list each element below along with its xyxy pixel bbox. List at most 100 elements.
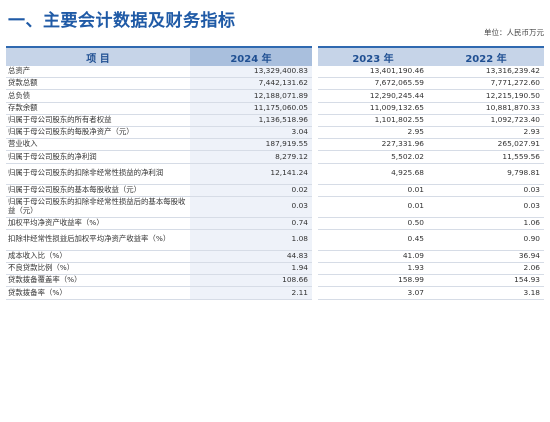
row-label: 归属于母公司股东的净利润 [6,151,190,164]
row-label: 归属于母公司股东的扣除非经常性损益后的基本每股收益（元） [6,197,190,218]
cell-2024: 2.11 [190,287,312,300]
cell-2023: 0.45 [318,230,428,251]
row-label: 归属于母公司股东的每股净资产（元） [6,127,190,140]
cell-2024: 3.04 [190,126,312,140]
row-label: 加权平均净资产收益率（%） [6,218,190,230]
row-label: 成本收入比（%） [6,251,190,264]
table-row: 营业收入 187,919.55 227,331.96 265,027.91 [6,139,544,152]
table-row: 归属于母公司股东的扣除非经常性损益后的基本每股收益（元） 0.03 0.01 0.03 [6,196,544,218]
cell-2022: 2.93 [428,127,544,140]
row-label: 贷款拨备覆盖率（%） [6,275,190,288]
cell-gap [312,275,318,288]
row-label: 归属于母公司股东的所有者权益 [6,115,190,127]
cell-2023: 4,925.68 [318,164,428,185]
cell-2023: 13,401,190.46 [318,66,428,79]
table-row: 成本收入比（%） 44.83 41.09 36.94 [6,250,544,264]
cell-gap [312,114,318,127]
cell-gap [312,184,318,197]
cell-2023: 12,290,245.44 [318,90,428,103]
row-label: 总负债 [6,90,190,103]
table-row: 贷款拨备率（%） 2.11 3.07 3.18 [6,287,544,300]
cell-gap [312,217,318,230]
cell-2023: 0.01 [318,197,428,218]
row-label: 贷款总额 [6,78,190,91]
table-row: 扣除非经常性损益后加权平均净资产收益率（%） 1.08 0.45 0.90 [6,229,544,251]
cell-2022: 2.06 [428,263,544,276]
cell-gap [312,90,318,103]
cell-gap [312,287,318,300]
cell-2022: 11,559.56 [428,151,544,164]
cell-2024: 12,188,071.89 [190,90,312,103]
cell-2023: 0.01 [318,185,428,197]
financial-indicators-table: 项 目 2024 年 2023 年 2022 年 总资产 13,329,400.8… [6,46,544,300]
cell-2022: 12,215,190.50 [428,90,544,103]
cell-2022: 265,027.91 [428,139,544,152]
cell-2023: 41.09 [318,251,428,264]
row-label: 营业收入 [6,139,190,152]
cell-2024: 108.66 [190,275,312,288]
cell-2022: 3.18 [428,287,544,300]
header-2023: 2023 年 [318,46,428,66]
header-2024: 2024 年 [190,46,312,66]
cell-gap [312,263,318,276]
row-label: 归属于母公司股东的基本每股收益（元） [6,185,190,197]
cell-2022: 0.90 [428,230,544,251]
cell-gap [312,126,318,140]
cell-2022: 7,771,272.60 [428,78,544,91]
table-row: 不良贷款比例（%） 1.94 1.93 2.06 [6,263,544,276]
cell-2023: 227,331.96 [318,139,428,152]
cell-2023: 5,502.02 [318,151,428,164]
row-label: 存款余额 [6,103,190,115]
cell-2022: 0.03 [428,185,544,197]
header-2022: 2022 年 [428,46,544,66]
table-row: 归属于母公司股东的所有者权益 1,136,518.96 1,101,802.55 1,… [6,114,544,127]
cell-2023: 3.07 [318,287,428,300]
table-row: 归属于母公司股东的扣除非经常性损益的净利润 12,141.24 4,925.68 9,… [6,163,544,185]
cell-2024: 11,175,060.05 [190,102,312,115]
cell-2024: 0.03 [190,196,312,218]
cell-2024: 1.08 [190,229,312,251]
table-row: 贷款总额 7,442,131.62 7,672,065.59 7,771,272.60 [6,78,544,91]
cell-2022: 13,316,239.42 [428,66,544,79]
cell-gap [312,163,318,185]
cell-2023: 7,672,065.59 [318,78,428,91]
cell-2023: 1,101,802.55 [318,115,428,127]
page-title: 一、主要会计数据及财务指标 [8,11,236,31]
cell-gap [312,250,318,264]
cell-gap [312,151,318,164]
cell-gap [312,78,318,91]
row-label: 贷款拨备率（%） [6,287,190,300]
cell-gap [312,102,318,115]
table-row: 归属于母公司股东的每股净资产（元） 3.04 2.95 2.93 [6,126,544,140]
cell-2022: 1.06 [428,218,544,230]
cell-2022: 154.93 [428,275,544,288]
header-item: 项 目 [6,46,190,66]
table-row: 存款余额 11,175,060.05 11,009,132.65 10,881,870… [6,102,544,115]
table-row: 归属于母公司股东的基本每股收益（元） 0.02 0.01 0.03 [6,184,544,197]
cell-gap [312,196,318,218]
cell-2024: 7,442,131.62 [190,78,312,91]
cell-2024: 13,329,400.83 [190,66,312,79]
table-row: 贷款拨备覆盖率（%） 108.66 158.99 154.93 [6,275,544,288]
header-gap [312,46,318,66]
table-row: 总资产 13,329,400.83 13,401,190.46 13,316,239.… [6,66,544,79]
cell-gap [312,66,318,79]
cell-2023: 11,009,132.65 [318,103,428,115]
cell-gap [312,229,318,251]
table-row: 归属于母公司股东的净利润 8,279.12 5,502.02 11,559.56 [6,151,544,164]
table-header-row: 项 目 2024 年 2023 年 2022 年 [6,46,544,66]
cell-2023: 0.50 [318,218,428,230]
cell-2024: 1,136,518.96 [190,114,312,127]
cell-2022: 10,881,870.33 [428,103,544,115]
cell-2023: 158.99 [318,275,428,288]
unit-note: 单位：人民币万元 [484,28,544,37]
row-label: 归属于母公司股东的扣除非经常性损益的净利润 [6,164,190,185]
cell-2022: 1,092,723.40 [428,115,544,127]
cell-2024: 44.83 [190,250,312,264]
cell-2022: 36.94 [428,251,544,264]
table-body: 总资产 13,329,400.83 13,401,190.46 13,316,239.… [6,66,544,300]
row-label: 扣除非经常性损益后加权平均净资产收益率（%） [6,230,190,251]
cell-2023: 1.93 [318,263,428,276]
cell-2024: 0.74 [190,217,312,230]
cell-2023: 2.95 [318,127,428,140]
